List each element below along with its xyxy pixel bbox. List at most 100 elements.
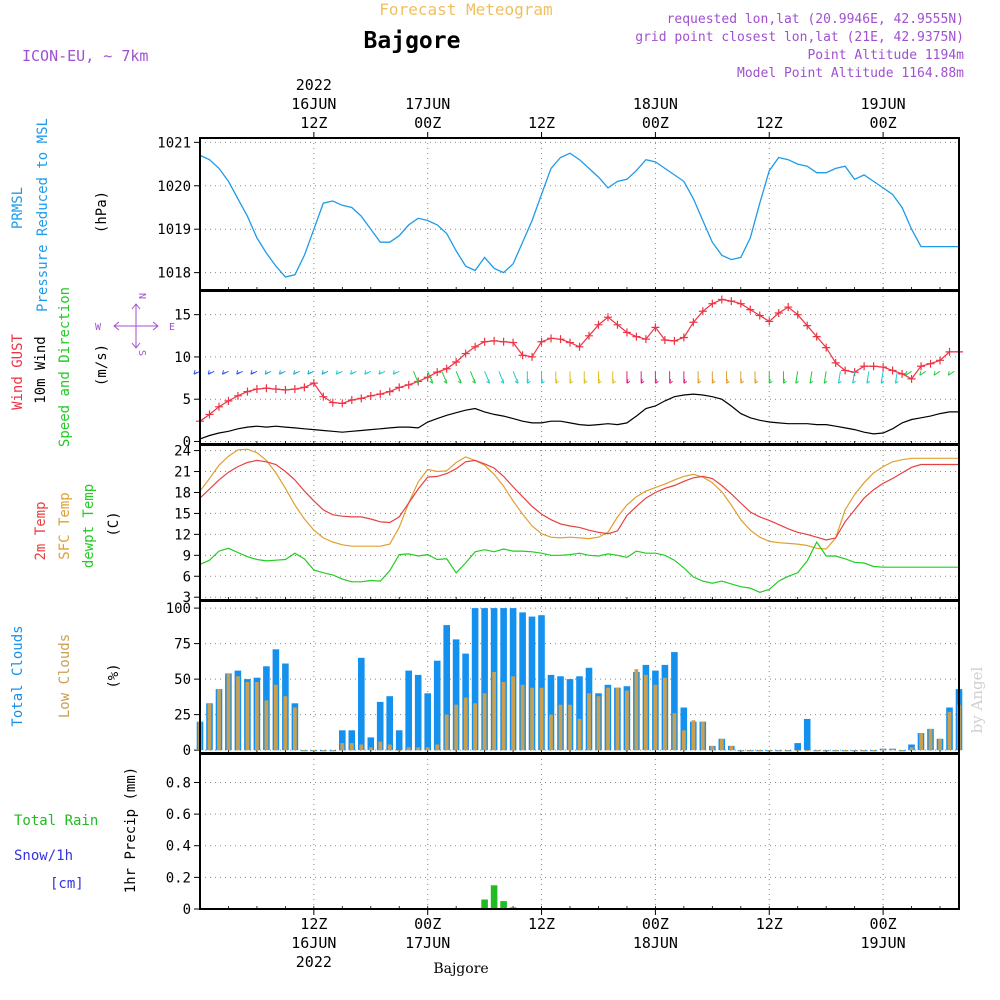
cloud-low-bar	[283, 696, 288, 751]
wind-direction-arrow	[782, 371, 787, 384]
compass-arrows-icon	[113, 303, 159, 349]
cloud-total-bar	[500, 608, 507, 751]
cloud-low-bar	[330, 750, 335, 752]
rain-bar	[490, 885, 498, 909]
wind-gust-point	[252, 385, 261, 394]
wind-gust-point	[888, 366, 897, 375]
wind-direction-arrow	[307, 370, 315, 375]
y-tick-label: 6	[183, 569, 191, 585]
cloud-low-bar	[634, 669, 639, 751]
wind-gust-point	[803, 321, 812, 330]
cloud-low-bar	[463, 697, 468, 751]
time-axis-label: 18JUN	[633, 95, 678, 113]
wind-direction-arrow	[837, 371, 842, 384]
y-tick-label: 1020	[157, 179, 191, 195]
snow-unit: [cm]	[50, 876, 84, 892]
y-tick-label: 24	[174, 444, 191, 460]
cloud-low-bar	[615, 687, 620, 751]
wind-gust-point	[509, 338, 518, 347]
time-axis-label: 16JUN	[291, 934, 336, 952]
wind-gust-point	[433, 368, 442, 377]
cloud-low-bar	[511, 676, 515, 751]
cloud-low-bar	[406, 747, 411, 751]
wind-direction-arrow	[626, 371, 631, 384]
cloud-total-bar	[547, 674, 555, 751]
wind-gust-point	[660, 336, 669, 345]
time-axis-label: 19JUN	[861, 934, 906, 952]
cloud-low-bar	[321, 750, 326, 752]
y-tick-label: 15	[174, 308, 191, 324]
y-tick-label: 12	[174, 527, 191, 543]
temp-dew-label: dewpt Temp	[81, 484, 97, 568]
cloud-low-bar	[700, 721, 705, 751]
cloud-total-bar	[339, 730, 346, 751]
cloud-total-bar	[481, 608, 488, 751]
wind-direction-arrow	[498, 371, 505, 384]
wind-direction-arrow	[866, 371, 871, 384]
wind-gust-point	[831, 358, 840, 367]
chart-top-title: Forecast Meteogram	[379, 0, 552, 19]
wind-gust-point	[936, 356, 945, 365]
wind-direction-arrow	[207, 370, 215, 375]
wind-unit: (m/s)	[94, 344, 110, 386]
wind-gust-point	[651, 323, 660, 332]
y-tick-label: 3	[183, 590, 191, 606]
cloud-low-bar	[852, 750, 857, 752]
wind-gust-point	[641, 335, 650, 344]
temp-sfc-label: SFC Temp	[57, 492, 73, 559]
time-axis-label: 12Z	[528, 114, 555, 132]
wind-direction-arrow	[526, 371, 531, 384]
cloud-low-bar	[890, 748, 895, 751]
wind-direction-arrow	[795, 371, 799, 384]
cloud-total-bar	[395, 730, 403, 751]
cloud-total-bar	[386, 696, 393, 751]
cloud-total-bar	[576, 676, 583, 751]
time-axis-label: 17JUN	[405, 934, 450, 952]
cloud-low-bar	[938, 738, 942, 751]
wind-gust-point	[566, 338, 575, 347]
model-altitude: Model Point Altitude 1164.88m	[737, 66, 964, 81]
precip-axis-label: 1hr Precip (mm)	[123, 767, 139, 893]
cloud-low-bar	[767, 750, 772, 752]
cloud-low-bar	[274, 684, 278, 751]
wind-direction-arrow	[697, 371, 702, 384]
cloud-low-bar	[482, 693, 487, 751]
wind-gust-point	[271, 385, 280, 394]
wind-direction-arrow	[335, 370, 343, 375]
temp-2m-line	[199, 459, 959, 541]
cloud-low-bar	[909, 747, 914, 751]
footer-location: Bajgore	[433, 961, 488, 977]
cloud-low-bar	[786, 750, 791, 752]
cloud-low-bar	[824, 750, 829, 752]
cloud-low-bar	[236, 676, 240, 751]
cloud-low-bar	[672, 713, 677, 751]
wind-gust-point	[442, 364, 451, 373]
y-tick-label: 0.2	[166, 870, 191, 886]
cloud-low-bar	[625, 690, 629, 751]
wind-gust-point	[366, 391, 375, 400]
temp-sfc-line	[199, 448, 959, 550]
wind-gust-point	[945, 347, 954, 356]
wind-direction-arrow	[469, 371, 476, 384]
cloud-low-bar	[416, 747, 421, 751]
y-tick-label: 5	[183, 392, 191, 408]
cloud-low-bar	[587, 693, 591, 751]
y-tick-label: 10	[174, 350, 191, 366]
wind-gust-point	[395, 383, 404, 392]
wind-gust-point	[793, 310, 802, 319]
wind-direction-arrow	[880, 371, 885, 384]
wind-gust-point	[328, 398, 337, 407]
wind-direction-arrow	[236, 370, 243, 375]
cloud-low-bar	[833, 750, 838, 752]
cloud-low-bar	[302, 750, 307, 752]
time-axis-label: 2022	[296, 76, 332, 94]
y-tick-label: 0	[183, 902, 191, 918]
cloud-low-bar	[340, 743, 345, 751]
cloud-low-bar	[245, 682, 250, 751]
cloud-low-bar	[738, 750, 743, 752]
cloud-low-bar	[577, 718, 582, 751]
time-axis-label: 12Z	[528, 915, 555, 933]
cloud-low-bar	[207, 703, 212, 751]
cloud-low-bar	[710, 745, 715, 751]
